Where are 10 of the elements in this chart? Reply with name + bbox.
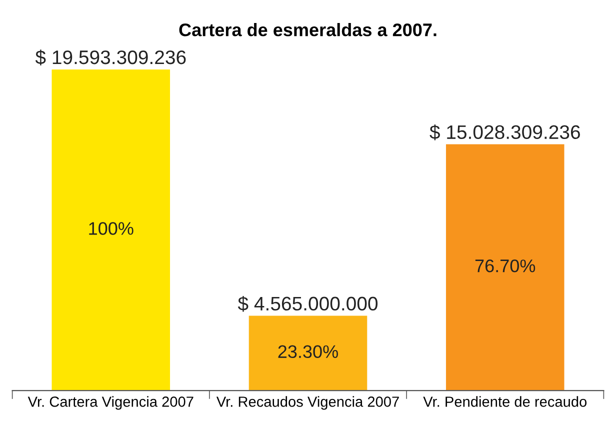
- annotation: 76.70%: [475, 259, 536, 272]
- annotation: 100%: [89, 222, 134, 235]
- x-tick-label: Vr. Cartera Vigencia 2007: [28, 396, 194, 410]
- chart-title: Cartera de esmeraldas a 2007.: [179, 23, 436, 36]
- x-tick-label: Vr. Pendiente de recaudo: [423, 396, 587, 407]
- data-label: $ 15.028.309.236: [430, 124, 580, 140]
- data-label: $ 19.593.309.236: [35, 50, 186, 66]
- x-tick-label: Vr. Recaudos Vigencia 2007: [216, 396, 399, 410]
- data-label: $ 4.565.000.000: [238, 296, 378, 312]
- annotation: 23.30%: [278, 345, 338, 358]
